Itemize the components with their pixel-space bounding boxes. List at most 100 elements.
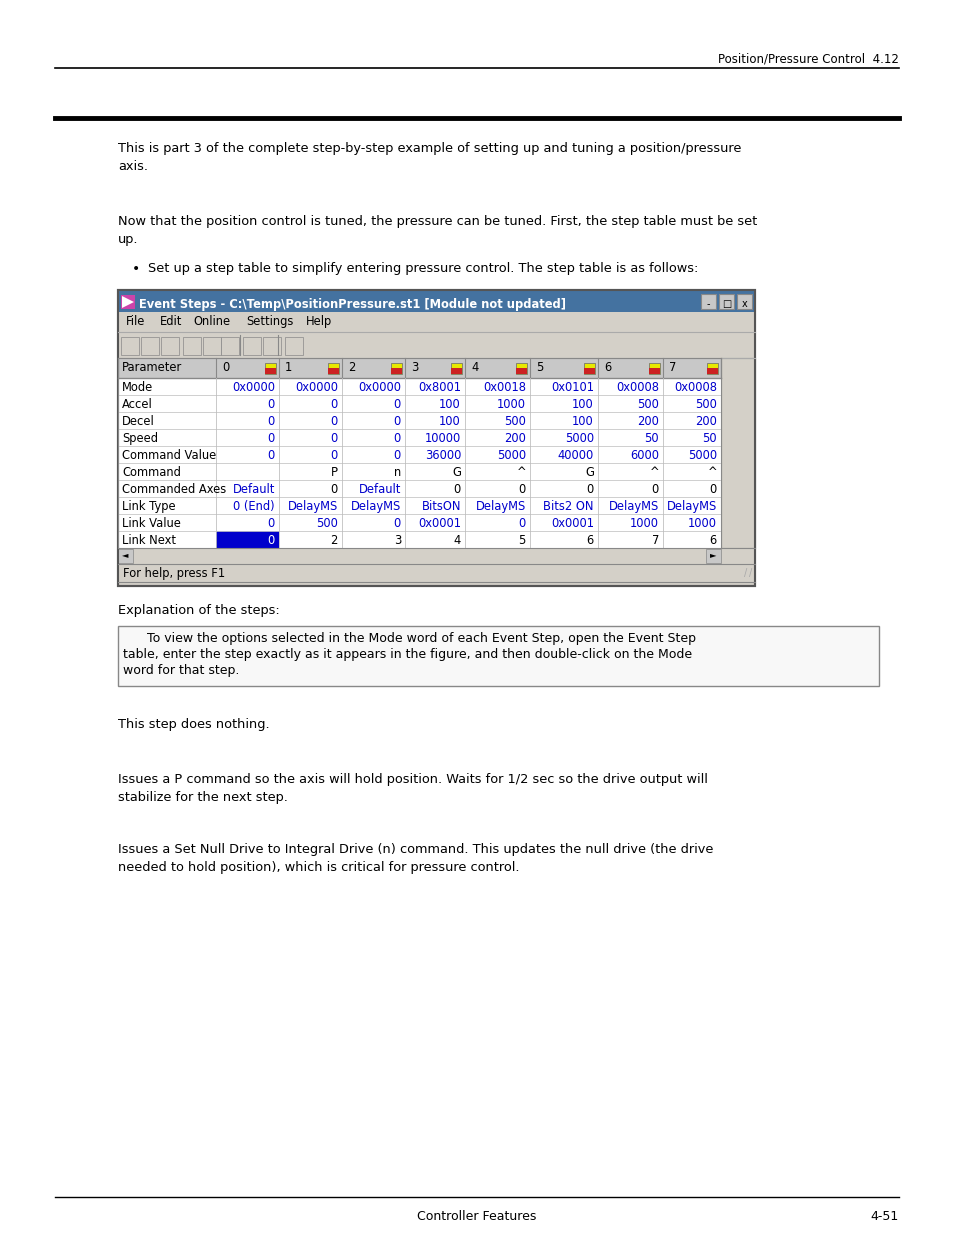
Text: Link Type: Link Type <box>122 500 175 513</box>
Bar <box>328 368 338 374</box>
Bar <box>516 368 526 374</box>
Text: -: - <box>706 299 709 309</box>
Text: 500: 500 <box>695 398 717 411</box>
Bar <box>118 290 754 312</box>
Text: /: / <box>743 568 746 578</box>
Text: Controller Features: Controller Features <box>416 1210 537 1223</box>
Text: 3: 3 <box>411 361 418 374</box>
Text: 10000: 10000 <box>424 432 460 445</box>
Bar <box>118 395 720 412</box>
Text: 1000: 1000 <box>629 517 659 530</box>
Text: 0: 0 <box>331 432 337 445</box>
Bar <box>583 363 595 374</box>
Text: 5: 5 <box>536 361 543 374</box>
Text: Speed: Speed <box>122 432 158 445</box>
Text: Default: Default <box>233 483 274 496</box>
Text: Default: Default <box>358 483 400 496</box>
Text: This step does nothing.: This step does nothing. <box>118 718 270 731</box>
Text: 500: 500 <box>503 415 525 429</box>
Bar <box>391 363 401 374</box>
Text: 0: 0 <box>268 517 274 530</box>
Text: 6: 6 <box>586 534 594 547</box>
Text: Issues a Set Null Drive to Integral Drive (n) command. This updates the null dri: Issues a Set Null Drive to Integral Driv… <box>118 844 713 856</box>
Text: Decel: Decel <box>122 415 154 429</box>
Text: 1: 1 <box>285 361 292 374</box>
Bar <box>118 480 720 496</box>
Bar <box>263 337 281 354</box>
Text: G: G <box>452 466 460 479</box>
Text: 2: 2 <box>331 534 337 547</box>
Bar <box>118 463 720 480</box>
Bar <box>118 626 878 685</box>
Bar <box>720 358 754 548</box>
Text: 50: 50 <box>643 432 659 445</box>
Text: DelayMS: DelayMS <box>476 500 525 513</box>
Text: axis.: axis. <box>118 161 148 173</box>
Text: BitsON: BitsON <box>421 500 460 513</box>
Text: 0: 0 <box>394 398 400 411</box>
Text: Mode: Mode <box>122 382 153 394</box>
Text: 0x0018: 0x0018 <box>482 382 525 394</box>
Bar <box>118 496 720 514</box>
Text: 6: 6 <box>709 534 717 547</box>
Text: 4-51: 4-51 <box>870 1210 898 1223</box>
Bar <box>203 337 221 354</box>
Text: DelayMS: DelayMS <box>351 500 400 513</box>
Text: 4: 4 <box>471 361 477 374</box>
Text: Help: Help <box>306 315 332 329</box>
Text: 7: 7 <box>651 534 659 547</box>
Bar <box>285 337 303 354</box>
Bar <box>118 290 754 585</box>
Text: 0: 0 <box>268 415 274 429</box>
Polygon shape <box>122 296 133 308</box>
Text: 200: 200 <box>637 415 659 429</box>
Text: 0: 0 <box>331 483 337 496</box>
Bar <box>118 332 754 358</box>
Bar <box>648 368 659 374</box>
Text: n: n <box>394 466 400 479</box>
Text: 0x0101: 0x0101 <box>551 382 594 394</box>
Text: 0x0001: 0x0001 <box>417 517 460 530</box>
Text: 0: 0 <box>268 450 274 462</box>
Text: /: / <box>748 568 751 578</box>
Text: Now that the position control is tuned, the pressure can be tuned. First, the st: Now that the position control is tuned, … <box>118 215 757 228</box>
Text: Bits2 ON: Bits2 ON <box>543 500 594 513</box>
Text: 3: 3 <box>394 534 400 547</box>
Bar <box>121 295 135 309</box>
Text: 0x0000: 0x0000 <box>294 382 337 394</box>
Text: For help, press F1: For help, press F1 <box>123 567 225 580</box>
Text: Command Value: Command Value <box>122 450 216 462</box>
Text: 0: 0 <box>394 450 400 462</box>
Bar <box>118 429 720 446</box>
Text: 0x8001: 0x8001 <box>417 382 460 394</box>
Text: 0: 0 <box>222 361 229 374</box>
Text: Online: Online <box>193 315 230 329</box>
Bar <box>705 550 720 563</box>
Text: •: • <box>132 262 140 275</box>
Text: G: G <box>584 466 594 479</box>
Bar <box>118 358 720 378</box>
Text: 0: 0 <box>394 415 400 429</box>
Text: 200: 200 <box>503 432 525 445</box>
Text: 0: 0 <box>586 483 594 496</box>
Bar <box>265 363 275 374</box>
Text: 0: 0 <box>518 483 525 496</box>
Text: ►: ► <box>709 550 716 559</box>
Bar <box>719 294 733 309</box>
Text: DelayMS: DelayMS <box>288 500 337 513</box>
Text: 0: 0 <box>268 432 274 445</box>
Bar <box>328 363 338 374</box>
Text: 100: 100 <box>572 398 594 411</box>
Text: 0x0001: 0x0001 <box>551 517 594 530</box>
Text: Link Value: Link Value <box>122 517 181 530</box>
Bar <box>118 312 754 332</box>
Text: stabilize for the next step.: stabilize for the next step. <box>118 790 288 804</box>
Text: To view the options selected in the Mode word of each Event Step, open the Event: To view the options selected in the Mode… <box>123 632 696 645</box>
Text: 0: 0 <box>268 534 274 547</box>
Text: 0: 0 <box>518 517 525 530</box>
Text: Position/Pressure Control  4.12: Position/Pressure Control 4.12 <box>718 52 898 65</box>
Bar <box>265 368 275 374</box>
Text: Command: Command <box>122 466 181 479</box>
Text: 100: 100 <box>572 415 594 429</box>
Text: x: x <box>740 299 746 309</box>
